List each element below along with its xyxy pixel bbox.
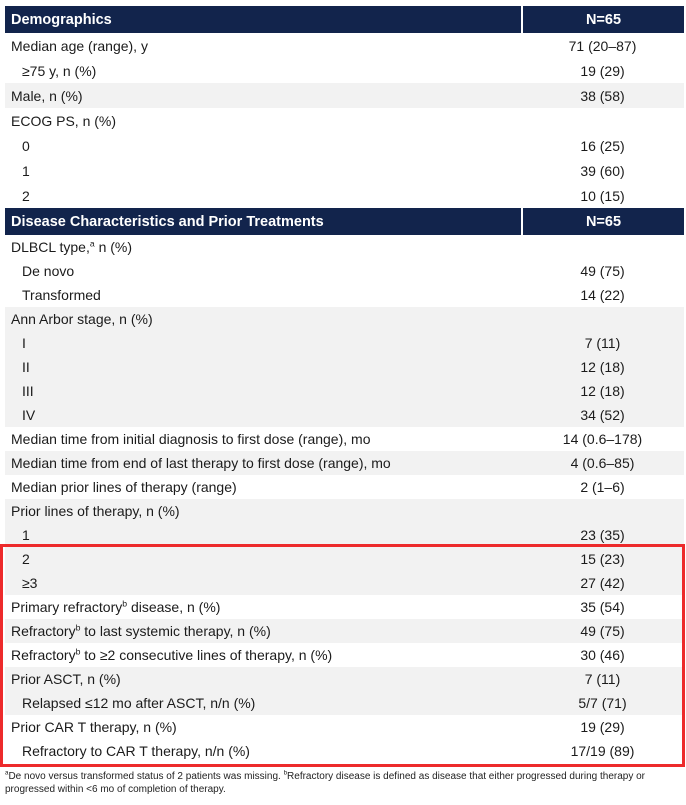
row-label: Median time from end of last therapy to … (11, 455, 391, 471)
row-value: 7 (11) (584, 335, 621, 351)
row-label: Prior lines of therapy, n (%) (11, 503, 180, 519)
row-value: 39 (60) (580, 162, 625, 179)
row-value: 16 (25) (580, 137, 625, 154)
row-label: III (22, 383, 34, 399)
row-label: 1 (22, 527, 30, 543)
row-label: 1 (22, 162, 30, 179)
table-row: DLBCL type,a n (%) (5, 235, 684, 259)
row-label: 0 (22, 137, 30, 154)
row-value: 15 (23) (580, 551, 625, 567)
row-label: I (22, 335, 26, 351)
section-header-label: Disease Characteristics and Prior Treatm… (11, 213, 324, 230)
section-header-label: Demographics (11, 11, 112, 28)
row-label: Median time from initial diagnosis to fi… (11, 431, 371, 447)
row-label: ≥3 (22, 575, 38, 591)
table-row: Male, n (%) 38 (58) (5, 83, 684, 108)
row-value: 12 (18) (580, 383, 625, 399)
row-value: 12 (18) (580, 359, 625, 375)
table-row: III 12 (18) (5, 379, 684, 403)
row-value: 14 (0.6–178) (562, 431, 643, 447)
row-label: 2 (22, 551, 30, 567)
section-body: DLBCL type,a n (%) De novo 49 (75) Trans… (5, 235, 684, 763)
table-row: Median time from initial diagnosis to fi… (5, 427, 684, 451)
header-column-divider (521, 208, 523, 235)
table-row: ≥3 27 (42) (5, 571, 684, 595)
table-row: Median prior lines of therapy (range) 2 … (5, 475, 684, 499)
table-row: Prior CAR T therapy, n (%) 19 (29) (5, 715, 684, 739)
section-body: Median age (range), y 71 (20–87) ≥75 y, … (5, 33, 684, 208)
row-value: 14 (22) (580, 287, 625, 303)
table-row: ≥75 y, n (%) 19 (29) (5, 58, 684, 83)
table-row: 1 23 (35) (5, 523, 684, 547)
table-row: ECOG PS, n (%) (5, 108, 684, 133)
row-label: 2 (22, 187, 30, 204)
row-value: 49 (75) (580, 623, 625, 639)
row-label: Refractory to CAR T therapy, n/n (%) (22, 743, 250, 759)
row-label: Median prior lines of therapy (range) (11, 479, 237, 495)
row-value: 19 (29) (580, 62, 625, 79)
row-value: 30 (46) (580, 647, 625, 663)
row-label: Refractoryb to ≥2 consecutive lines of t… (11, 646, 333, 663)
patient-characteristics-table: Demographics N=65 Median age (range), y … (5, 6, 684, 763)
row-label: Refractoryb to last systemic therapy, n … (11, 622, 271, 639)
footnote: aDe novo versus transformed status of 2 … (5, 769, 646, 795)
table-row: Prior ASCT, n (%) 7 (11) (5, 667, 684, 691)
table-row: Relapsed ≤12 mo after ASCT, n/n (%) 5/7 … (5, 691, 684, 715)
row-label: ≥75 y, n (%) (22, 62, 97, 79)
row-label: IV (22, 407, 36, 423)
table-row: 1 39 (60) (5, 158, 684, 183)
row-label: Transformed (22, 287, 101, 303)
table-row: IV 34 (52) (5, 403, 684, 427)
row-value: 71 (20–87) (568, 37, 637, 54)
row-label: Primary refractoryb disease, n (%) (11, 598, 221, 615)
row-value: 17/19 (89) (570, 743, 635, 759)
table-row: II 12 (18) (5, 355, 684, 379)
table-row: De novo 49 (75) (5, 259, 684, 283)
row-value: 10 (15) (580, 187, 625, 204)
table-row: Refractoryb to ≥2 consecutive lines of t… (5, 643, 684, 667)
row-value: 27 (42) (580, 575, 625, 591)
row-value: 34 (52) (580, 407, 625, 423)
row-value: 7 (11) (584, 671, 621, 687)
row-value: 38 (58) (580, 87, 625, 104)
table-section-demographics: Demographics N=65 Median age (range), y … (5, 6, 684, 208)
table-row: Median age (range), y 71 (20–87) (5, 33, 684, 58)
row-label: Prior CAR T therapy, n (%) (11, 719, 177, 735)
row-label: Median age (range), y (11, 37, 148, 54)
table-row: Refractoryb to last systemic therapy, n … (5, 619, 684, 643)
table-row: Primary refractoryb disease, n (%) 35 (5… (5, 595, 684, 619)
row-label: DLBCL type,a n (%) (11, 238, 133, 255)
section-header-value: N=65 (585, 213, 622, 230)
header-column-divider (521, 6, 523, 33)
table-row: 2 10 (15) (5, 183, 684, 208)
table-row: Refractory to CAR T therapy, n/n (%) 17/… (5, 739, 684, 763)
row-label: De novo (22, 263, 75, 279)
table-row: Prior lines of therapy, n (%) (5, 499, 684, 523)
row-label: Male, n (%) (11, 87, 83, 104)
table-row: Transformed 14 (22) (5, 283, 684, 307)
row-value: 19 (29) (580, 719, 625, 735)
row-label: ECOG PS, n (%) (11, 112, 117, 129)
section-header-value: N=65 (585, 11, 622, 28)
row-value: 2 (1–6) (580, 479, 625, 495)
row-value: 35 (54) (580, 599, 625, 615)
row-value: 4 (0.6–85) (570, 455, 635, 471)
table-row: 2 15 (23) (5, 547, 684, 571)
section-header-row: Disease Characteristics and Prior Treatm… (5, 208, 684, 235)
table-section-disease-characteristics: Disease Characteristics and Prior Treatm… (5, 208, 684, 763)
row-value: 49 (75) (580, 263, 625, 279)
row-label: Ann Arbor stage, n (%) (11, 311, 153, 327)
table-row: Ann Arbor stage, n (%) (5, 307, 684, 331)
row-label: II (22, 359, 30, 375)
table-row: I 7 (11) (5, 331, 684, 355)
section-header-row: Demographics N=65 (5, 6, 684, 33)
table-row: Median time from end of last therapy to … (5, 451, 684, 475)
row-value: 5/7 (71) (578, 695, 627, 711)
row-label: Relapsed ≤12 mo after ASCT, n/n (%) (22, 695, 256, 711)
table-row: 0 16 (25) (5, 133, 684, 158)
row-value: 23 (35) (580, 527, 625, 543)
row-label: Prior ASCT, n (%) (11, 671, 121, 687)
